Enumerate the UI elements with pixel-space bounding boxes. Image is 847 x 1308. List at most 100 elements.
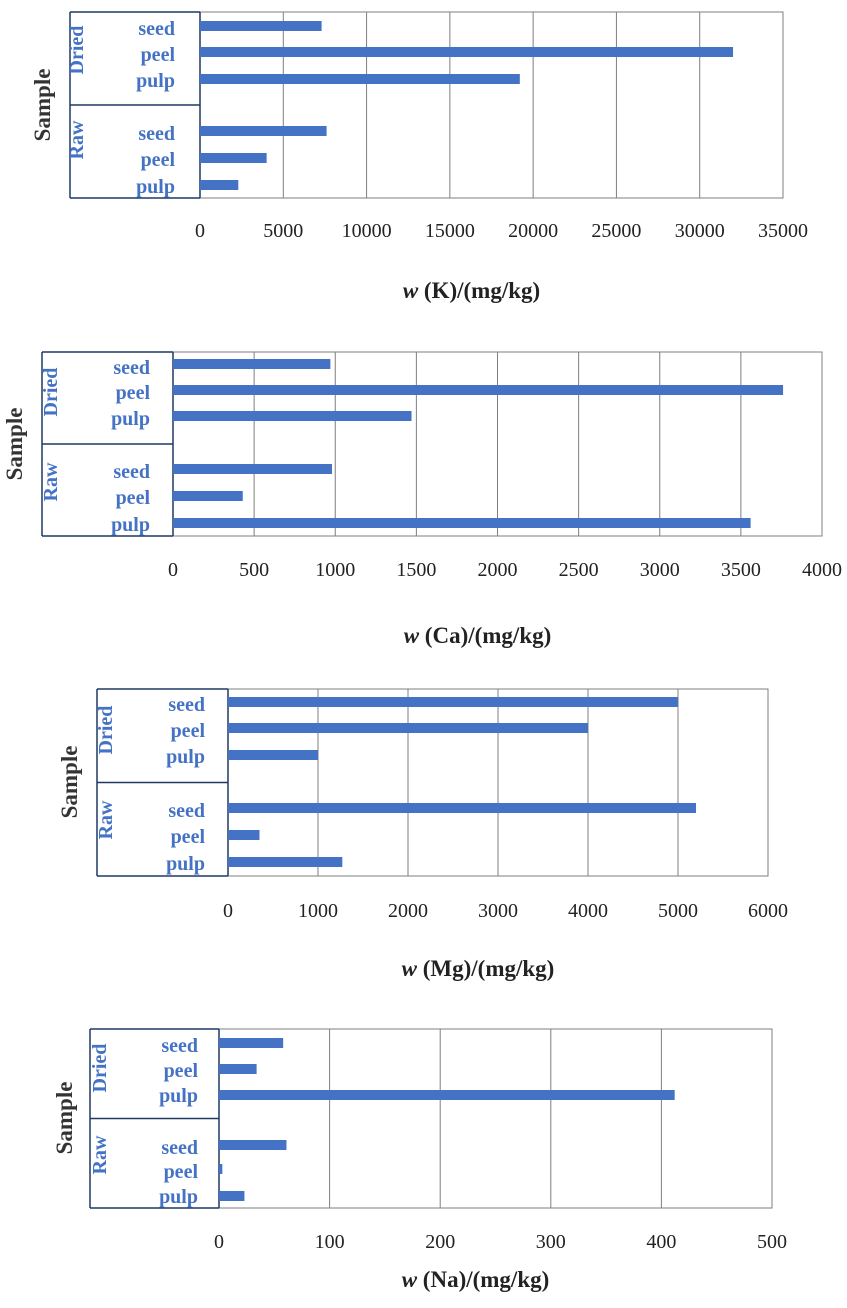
- tick-label: 15000: [425, 220, 475, 242]
- category-label: seed: [161, 1035, 198, 1057]
- tick-label: 35000: [758, 220, 808, 242]
- y-axis-title: Sample: [52, 1082, 77, 1155]
- group-label: Dried: [66, 26, 88, 75]
- plot-frame: [218, 1028, 773, 1209]
- tick-label: 0: [195, 220, 205, 242]
- tick-label: 5000: [263, 220, 303, 242]
- category-label: pulp: [159, 1085, 198, 1107]
- group-label: Dried: [40, 368, 62, 417]
- category-label: pulp: [166, 853, 205, 875]
- tick-label: 1000: [298, 900, 338, 922]
- category-label: peel: [171, 826, 206, 848]
- group-label: Raw: [89, 1135, 111, 1174]
- tick-label: 1500: [396, 559, 436, 581]
- x-axis-title: w (Mg)/(mg/kg): [402, 956, 555, 981]
- bar-dried-pulp: [200, 74, 520, 84]
- category-label: peel: [164, 1060, 199, 1082]
- tick-label: 100: [315, 1231, 345, 1253]
- category-label: peel: [164, 1161, 199, 1183]
- bar-raw-pulp: [200, 180, 239, 190]
- bar-dried-seed: [200, 21, 322, 31]
- category-label: pulp: [159, 1186, 198, 1208]
- group-label: Raw: [40, 462, 62, 501]
- tick-label: 500: [239, 559, 269, 581]
- category-label: peel: [141, 44, 176, 66]
- bar-raw-pulp: [219, 1191, 245, 1201]
- bar-raw-seed: [200, 126, 327, 136]
- plot-frame: [199, 11, 784, 199]
- x-axis-title: w (Ca)/(mg/kg): [404, 623, 552, 648]
- bar-raw-seed: [219, 1140, 287, 1150]
- group-label: Dried: [89, 1044, 111, 1093]
- tick-label: 20000: [508, 220, 558, 242]
- tick-label: 30000: [675, 220, 725, 242]
- tick-label: 2000: [388, 900, 428, 922]
- category-label: pulp: [136, 70, 175, 92]
- category-label: seed: [168, 800, 205, 822]
- category-label: seed: [161, 1137, 198, 1159]
- x-axis-title: w (K)/(mg/kg): [403, 278, 540, 303]
- bar-raw-seed: [228, 803, 696, 813]
- tick-label: 500: [757, 1231, 787, 1253]
- category-label: pulp: [166, 746, 205, 768]
- group-label: Raw: [95, 800, 117, 839]
- tick-label: 300: [536, 1231, 566, 1253]
- category-label: peel: [116, 382, 151, 404]
- bar-dried-pulp: [173, 411, 412, 421]
- bar-dried-seed: [219, 1038, 284, 1048]
- tick-label: 3500: [721, 559, 761, 581]
- category-label: seed: [138, 123, 175, 145]
- category-label: seed: [113, 461, 150, 483]
- tick-label: 4000: [568, 900, 608, 922]
- category-label: seed: [168, 694, 205, 716]
- tick-label: 10000: [342, 220, 392, 242]
- category-label: peel: [116, 487, 151, 509]
- bar-dried-peel: [219, 1064, 257, 1074]
- tick-label: 1000: [315, 559, 355, 581]
- tick-label: 200: [425, 1231, 455, 1253]
- bar-dried-peel: [228, 723, 588, 733]
- bar-raw-pulp: [228, 857, 343, 867]
- bar-raw-peel: [200, 153, 267, 163]
- tick-label: 0: [223, 900, 233, 922]
- tick-label: 2000: [478, 559, 518, 581]
- category-label: pulp: [111, 408, 150, 430]
- bar-raw-seed: [173, 464, 333, 474]
- category-label: seed: [138, 18, 175, 40]
- category-label: peel: [141, 149, 176, 171]
- bar-raw-peel: [173, 491, 243, 501]
- bar-dried-pulp: [219, 1090, 675, 1100]
- tick-label: 0: [214, 1231, 224, 1253]
- y-axis-title: Sample: [57, 746, 82, 819]
- group-label: Dried: [95, 706, 117, 755]
- bar-dried-seed: [173, 359, 331, 369]
- y-axis-title: Sample: [30, 69, 55, 142]
- tick-label: 5000: [658, 900, 698, 922]
- bar-raw-pulp: [173, 518, 751, 528]
- bar-raw-peel: [228, 830, 260, 840]
- category-label: pulp: [111, 514, 150, 536]
- chart-2: seed peel pulp Dried seed peel pulp Raw Sample 0 5…: [2, 351, 842, 648]
- x-axis-title: w (Na)/(mg/kg): [402, 1267, 550, 1292]
- tick-label: 6000: [748, 900, 788, 922]
- chart-3: seed peel pulp Dried seed peel pulp Raw Sample 0 1…: [57, 688, 788, 981]
- bar-raw-peel: [219, 1164, 223, 1174]
- chart-1: seed peel pulp Dried seed peel pulp Raw Sample 0 5…: [30, 11, 808, 303]
- category-label: seed: [113, 357, 150, 379]
- tick-label: 0: [168, 559, 178, 581]
- tick-label: 3000: [478, 900, 518, 922]
- category-label: pulp: [136, 176, 175, 198]
- tick-label: 25000: [591, 220, 641, 242]
- tick-label: 2500: [559, 559, 599, 581]
- y-axis-title: Sample: [2, 408, 27, 481]
- bar-dried-seed: [228, 697, 678, 707]
- bar-dried-peel: [173, 385, 784, 395]
- tick-label: 4000: [802, 559, 842, 581]
- group-label: Raw: [66, 120, 88, 159]
- category-label: peel: [171, 720, 206, 742]
- tick-label: 3000: [640, 559, 680, 581]
- bar-dried-peel: [200, 47, 734, 57]
- bar-dried-pulp: [228, 750, 318, 760]
